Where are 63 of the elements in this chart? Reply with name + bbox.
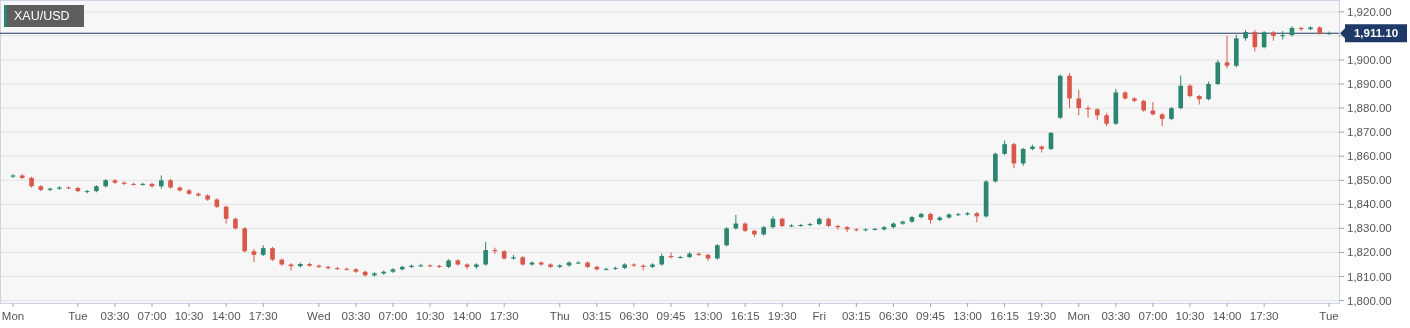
x-tick-label: 07:00 <box>137 310 167 322</box>
candlestick <box>10 173 16 179</box>
x-tick-label: 13:00 <box>693 310 723 322</box>
x-tick-label: 10:30 <box>174 310 204 322</box>
x-tick-label: 03:30 <box>1101 310 1131 322</box>
x-tick-label: 16:15 <box>990 310 1020 322</box>
y-tick-label: 1,870.00 <box>1347 126 1392 139</box>
x-tick-label: Mon <box>1 310 25 322</box>
x-tick-label: 03:30 <box>341 310 371 322</box>
x-tick-label: Wed <box>307 310 331 322</box>
candlestick <box>242 226 248 253</box>
candlestick <box>1178 75 1184 110</box>
x-tick-label: 17:30 <box>248 310 278 322</box>
x-tick-label: 14:00 <box>1212 310 1242 322</box>
x-tick-label: 07:00 <box>1138 310 1168 322</box>
x-tick-label: 14:00 <box>452 310 482 322</box>
candlestick <box>1280 30 1285 40</box>
x-tick-label: 17:30 <box>489 310 519 322</box>
x-tick-label: 07:00 <box>378 310 408 322</box>
x-tick-label: Fri <box>812 310 826 322</box>
x-tick-label: 09:45 <box>656 310 686 322</box>
candlestick <box>483 241 488 267</box>
x-tick-label: 14:00 <box>211 310 241 322</box>
y-tick-label: 1,880.00 <box>1347 102 1392 115</box>
text: XAU/USD <box>14 9 70 24</box>
x-tick-label: 03:15 <box>582 310 612 322</box>
candlestick <box>1215 59 1221 86</box>
x-tick-label: 09:45 <box>916 310 945 322</box>
y-tick-label: 1,920.00 <box>1347 5 1392 18</box>
candlestick <box>464 262 470 270</box>
y-tick-label: 1,850.00 <box>1347 174 1392 187</box>
x-tick-label: 10:30 <box>1175 310 1205 322</box>
x-tick-label: Thu <box>549 310 570 322</box>
x-tick-label: 13:00 <box>953 310 982 322</box>
candlestick <box>1224 35 1230 69</box>
x-tick-label: Tue <box>1319 310 1339 322</box>
candlestick <box>288 262 294 272</box>
x-tick-label: Tue <box>68 310 88 322</box>
ref-line-label: 1,911.10 <box>1353 27 1399 40</box>
y-tick-label: 1,900.00 <box>1347 53 1392 66</box>
candlestick <box>1206 81 1211 101</box>
x-tick-label: 19:30 <box>1027 310 1057 322</box>
x-tick-label: 19:30 <box>767 310 797 322</box>
x-tick-label: 03:15 <box>841 310 871 322</box>
y-tick-label: 1,820.00 <box>1347 246 1392 259</box>
x-tick-label: 06:30 <box>879 310 908 322</box>
candlestick <box>1076 89 1082 116</box>
candlestick <box>1067 72 1072 109</box>
y-tick-label: 1,830.00 <box>1347 222 1392 235</box>
y-tick-label: 1,860.00 <box>1347 150 1392 163</box>
candlestick <box>631 262 637 268</box>
candlestick <box>251 248 257 263</box>
x-tick-label: 03:30 <box>100 310 130 322</box>
candlestick <box>724 226 729 247</box>
y-tick-label: 1,840.00 <box>1347 198 1392 211</box>
y-tick-label: 1,890.00 <box>1347 78 1392 91</box>
y-tick-label: 1,800.00 <box>1347 294 1392 307</box>
x-tick-label: 06:30 <box>619 310 649 322</box>
x-tick-label: 16:15 <box>730 310 760 322</box>
y-tick-label: 1,810.00 <box>1347 270 1392 283</box>
x-tick-label: 10:30 <box>415 310 445 322</box>
x-tick-label: 17:30 <box>1249 310 1279 322</box>
x-tick-label: Mon <box>1067 310 1090 322</box>
